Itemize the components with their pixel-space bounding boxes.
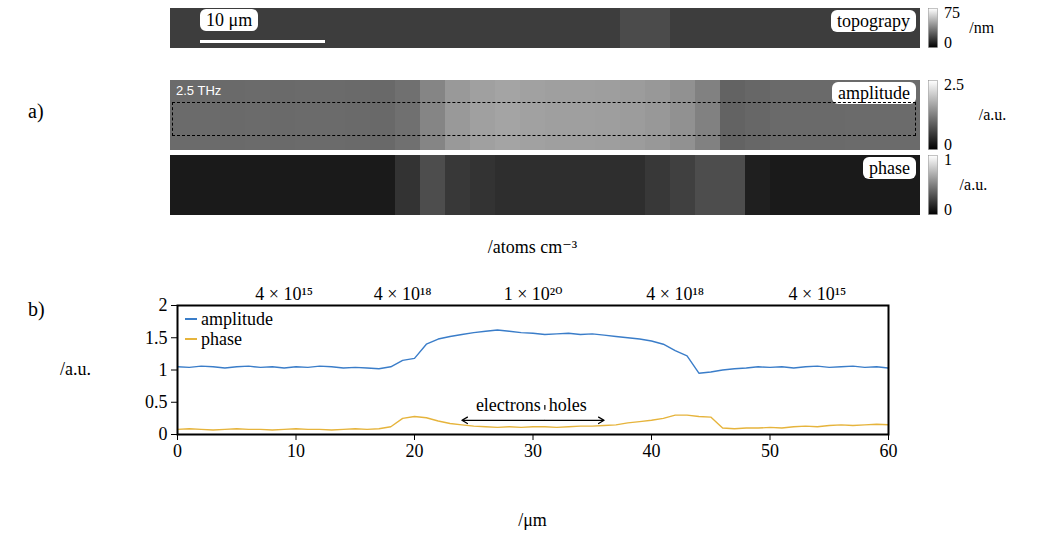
html-text:a): a) bbox=[28, 100, 44, 122]
html-text:0: 0 bbox=[944, 136, 952, 153]
svg-text:50: 50 bbox=[761, 441, 779, 461]
svg-text:1.5: 1.5 bbox=[145, 328, 168, 348]
html-text:phase: phase bbox=[869, 158, 910, 178]
svg-text:0.5: 0.5 bbox=[145, 392, 168, 412]
svg-text:electrons: electrons bbox=[476, 395, 541, 415]
html-text:0: 0 bbox=[944, 34, 952, 51]
html-text:/a.u.: /a.u. bbox=[60, 358, 91, 379]
html-text:/nm: /nm bbox=[969, 19, 995, 36]
svg-text:40: 40 bbox=[643, 441, 661, 461]
svg-text:20: 20 bbox=[406, 441, 424, 461]
html-text:b): b) bbox=[28, 298, 45, 320]
html-text:phase: phase bbox=[201, 329, 242, 349]
svg-text:4 × 10¹⁸: 4 × 10¹⁸ bbox=[646, 284, 704, 304]
html-text:2.5 THz: 2.5 THz bbox=[176, 83, 222, 98]
html-text:topograpy: topograpy bbox=[837, 11, 910, 31]
svg-text:holes: holes bbox=[549, 395, 587, 415]
html-text:/μm: /μm bbox=[518, 510, 547, 530]
svg-text:4 × 10¹⁵: 4 × 10¹⁵ bbox=[788, 284, 846, 304]
svg-text:30: 30 bbox=[524, 441, 542, 461]
svg-text:4 × 10¹⁸: 4 × 10¹⁸ bbox=[374, 284, 432, 304]
html-text:/a.u.: /a.u. bbox=[978, 106, 1007, 123]
svg-text:0: 0 bbox=[159, 424, 168, 444]
html-text:/atoms cm⁻³: /atoms cm⁻³ bbox=[487, 237, 578, 257]
html-text:amplitude: amplitude bbox=[201, 309, 273, 329]
html-text:10 μm: 10 μm bbox=[206, 10, 253, 30]
html-text:/a.u.: /a.u. bbox=[959, 176, 988, 193]
svg-text:10: 10 bbox=[287, 441, 305, 461]
html-text:amplitude: amplitude bbox=[838, 83, 910, 103]
html-text:1: 1 bbox=[944, 151, 952, 168]
html-text:2.5: 2.5 bbox=[944, 76, 964, 93]
svg-text:1 × 10²⁰: 1 × 10²⁰ bbox=[504, 284, 563, 304]
html-text:0: 0 bbox=[944, 201, 952, 218]
html-text:75: 75 bbox=[944, 4, 960, 21]
svg-text:2: 2 bbox=[159, 295, 168, 315]
svg-text:0: 0 bbox=[173, 441, 182, 461]
svg-text:60: 60 bbox=[880, 441, 898, 461]
svg-text:1: 1 bbox=[159, 360, 168, 380]
svg-text:4 × 10¹⁵: 4 × 10¹⁵ bbox=[255, 284, 313, 304]
